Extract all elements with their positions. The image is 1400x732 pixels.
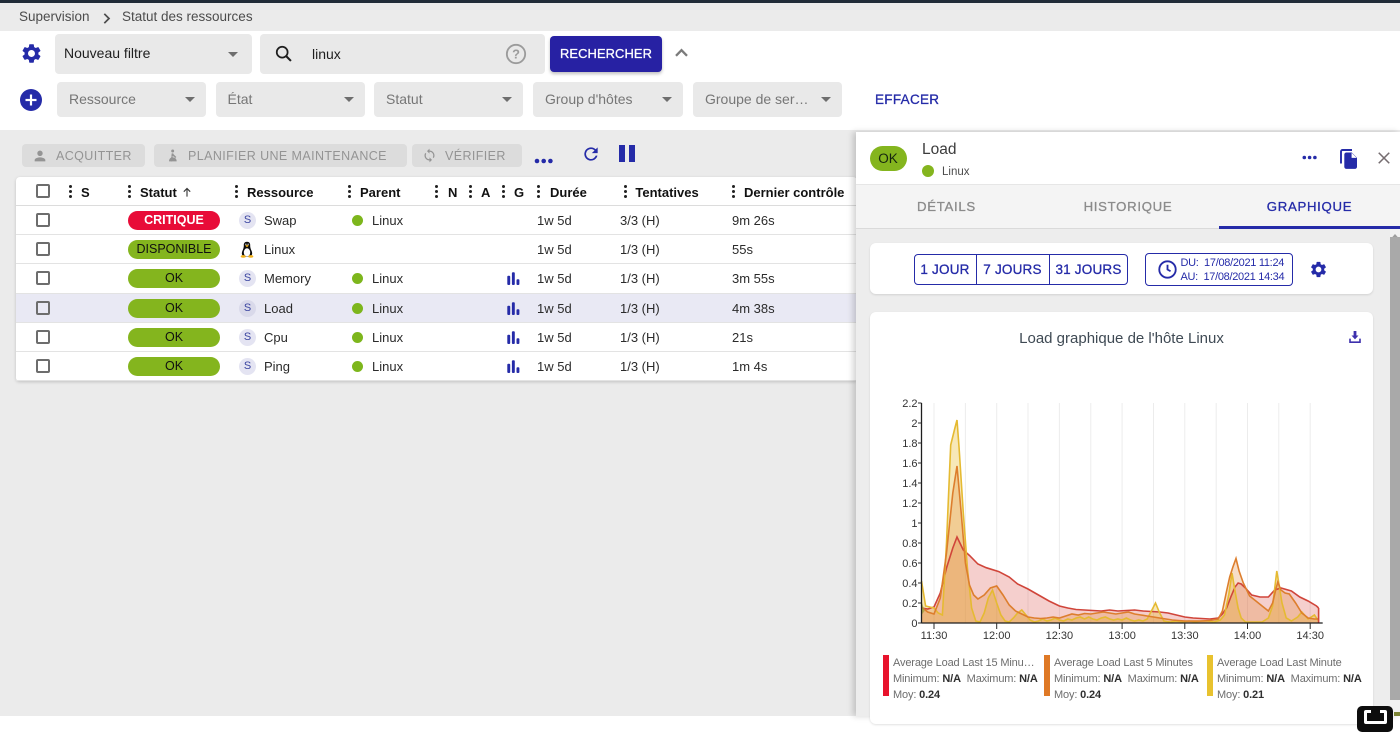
svg-text:1.2: 1.2 bbox=[902, 498, 917, 510]
svg-text:11:30: 11:30 bbox=[921, 630, 948, 642]
svg-text:0: 0 bbox=[911, 618, 917, 630]
svg-text:0.4: 0.4 bbox=[902, 578, 917, 590]
svg-text:13:30: 13:30 bbox=[1171, 630, 1199, 642]
svg-text:0.2: 0.2 bbox=[902, 598, 917, 610]
svg-text:0.8: 0.8 bbox=[902, 538, 917, 550]
svg-text:12:30: 12:30 bbox=[1046, 630, 1074, 642]
svg-text:?: ? bbox=[512, 47, 520, 62]
svg-text:14:30: 14:30 bbox=[1296, 630, 1324, 642]
svg-text:13:00: 13:00 bbox=[1108, 630, 1136, 642]
svg-text:0.6: 0.6 bbox=[902, 558, 917, 570]
svg-text:1.6: 1.6 bbox=[902, 458, 917, 470]
svg-text:14:00: 14:00 bbox=[1234, 630, 1262, 642]
svg-text:1: 1 bbox=[911, 518, 917, 530]
svg-text:2: 2 bbox=[911, 418, 917, 430]
svg-text:1.8: 1.8 bbox=[902, 438, 917, 450]
svg-text:2.2: 2.2 bbox=[902, 398, 917, 410]
svg-text:12:00: 12:00 bbox=[983, 630, 1011, 642]
svg-text:1.4: 1.4 bbox=[902, 478, 917, 490]
